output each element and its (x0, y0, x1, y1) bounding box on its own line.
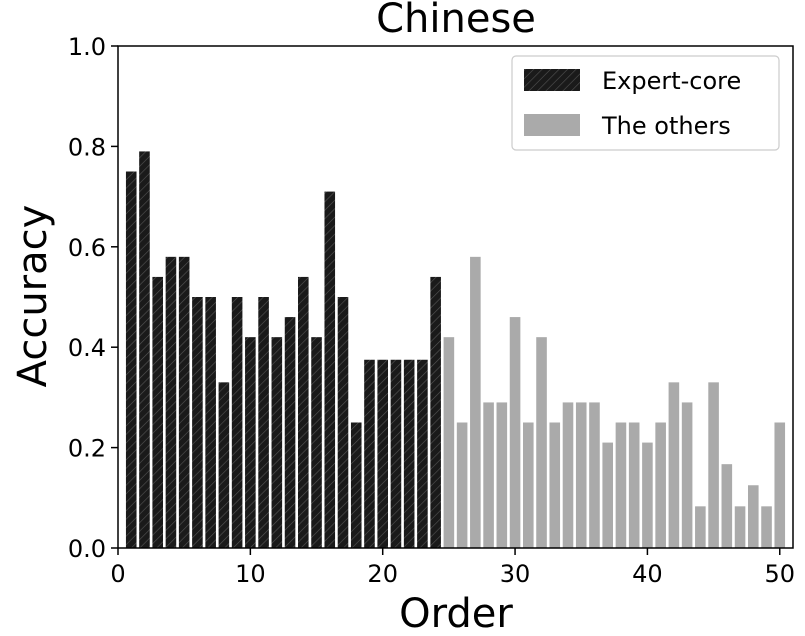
x-tick-label: 10 (235, 560, 266, 588)
bar-expert-core-18 (350, 422, 362, 548)
bar-expert-core-8 (218, 382, 230, 548)
bar-the-others-42 (668, 382, 680, 548)
bar-the-others-44 (695, 506, 706, 548)
y-tick-label: 0.4 (68, 334, 106, 362)
x-tick-label: 40 (632, 560, 663, 588)
y-axis-label: Accuracy (10, 205, 56, 388)
bar-expert-core-21 (390, 359, 402, 548)
bar-the-others-34 (562, 402, 574, 548)
y-tick-label: 0.6 (68, 234, 106, 262)
bar-the-others-47 (734, 506, 746, 548)
bar-expert-core-5 (178, 256, 190, 548)
bar-the-others-43 (681, 402, 693, 548)
bar-expert-core-19 (364, 359, 375, 548)
bar-expert-core-11 (258, 297, 269, 548)
x-tick-label: 20 (367, 560, 398, 588)
legend-label: The others (601, 112, 731, 140)
bar-the-others-28 (483, 402, 494, 548)
bar-the-others-37 (602, 442, 613, 548)
legend-label: Expert-core (602, 67, 741, 95)
bar-expert-core-6 (192, 297, 203, 548)
chart-title: Chinese (376, 0, 536, 42)
bar-the-others-38 (615, 422, 627, 548)
bar-expert-core-15 (311, 337, 322, 548)
bar-the-others-36 (589, 402, 600, 548)
bar-expert-core-3 (152, 276, 163, 548)
bar-expert-core-17 (337, 297, 349, 548)
bar-expert-core-14 (298, 276, 309, 548)
bar-expert-core-24 (430, 276, 441, 548)
bar-the-others-48 (748, 485, 759, 548)
bar-expert-core-1 (125, 171, 137, 548)
bar-the-others-35 (575, 402, 587, 548)
bar-the-others-45 (708, 382, 719, 548)
bar-the-others-30 (509, 317, 521, 548)
bar-expert-core-13 (284, 317, 296, 548)
bar-the-others-49 (761, 506, 772, 548)
bar-the-others-27 (470, 256, 481, 548)
x-tick-label: 30 (500, 560, 531, 588)
bar-expert-core-20 (377, 359, 388, 548)
bar-the-others-33 (549, 422, 561, 548)
plot-frame (117, 45, 794, 549)
bar-expert-core-2 (139, 151, 150, 549)
bar-the-others-31 (523, 422, 534, 548)
legend-swatch (524, 114, 580, 136)
x-axis-label: Order (399, 591, 513, 632)
bar-expert-core-4 (165, 256, 177, 548)
bar-the-others-40 (642, 442, 653, 548)
x-tick-label: 50 (764, 560, 795, 588)
y-tick-label: 0.2 (68, 435, 106, 463)
bar-the-others-26 (456, 422, 468, 548)
y-tick-label: 0.8 (68, 133, 106, 161)
x-tick-label: 0 (110, 560, 125, 588)
y-tick-label: 0.0 (68, 535, 106, 563)
bar-expert-core-9 (231, 297, 243, 548)
bar-expert-core-10 (245, 337, 256, 548)
legend: Expert-core The others (511, 55, 780, 151)
bar-the-others-29 (496, 402, 508, 548)
bar-the-others-25 (443, 337, 455, 548)
bar-the-others-39 (628, 422, 640, 548)
bar-the-others-32 (536, 337, 547, 548)
bar-the-others-50 (774, 422, 786, 548)
bar-expert-core-22 (403, 359, 415, 548)
bar-expert-core-16 (324, 191, 336, 548)
bar-the-others-41 (655, 422, 666, 548)
bar-the-others-46 (721, 464, 733, 548)
bar-expert-core-23 (417, 359, 428, 548)
legend-swatch (524, 69, 580, 91)
bar-expert-core-7 (205, 297, 216, 548)
bar-expert-core-12 (271, 337, 283, 548)
y-tick-label: 1.0 (68, 33, 106, 61)
plot-area: 0.0 0.2 0.4 0.6 0.8 1.0 0 10 20 30 40 50 (68, 33, 795, 588)
